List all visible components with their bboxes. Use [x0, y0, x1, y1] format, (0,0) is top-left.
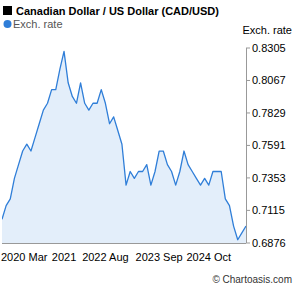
y-tick-label: 0.6876	[252, 237, 286, 249]
legend-label: Exch. rate	[13, 18, 63, 30]
x-tick-label: 2020 Mar	[1, 251, 48, 263]
y-tick-label: 0.7115	[252, 204, 285, 216]
x-tick-label: 2024 Oct	[186, 251, 231, 263]
y-axis-label: Exch. rate	[242, 24, 292, 36]
y-tick	[246, 48, 250, 49]
x-axis	[2, 243, 246, 244]
y-tick	[246, 210, 250, 211]
x-tick-label: 2023 Sep	[136, 251, 183, 263]
area	[2, 51, 246, 243]
y-tick-label: 0.7591	[252, 139, 286, 151]
line	[2, 51, 246, 239]
chart: Canadian Dollar / US Dollar (CAD/USD)Exc…	[0, 0, 295, 288]
y-tick-label: 0.7829	[252, 107, 286, 119]
y-tick	[246, 112, 250, 113]
legend-marker	[4, 20, 12, 28]
y-tick	[246, 80, 250, 81]
y-tick	[246, 145, 250, 146]
x-tick-label: 2021	[52, 251, 76, 263]
title-icon	[3, 6, 12, 15]
legend: Canadian Dollar / US Dollar (CAD/USD)Exc…	[3, 5, 219, 30]
x-tick-label: 2022 Aug	[82, 251, 129, 263]
y-tick-label: 0.8305	[252, 42, 286, 54]
y-tick-label: 0.8067	[252, 74, 286, 86]
y-tick-label: 0.7353	[252, 172, 286, 184]
source: © Chartoasis.com	[212, 274, 292, 285]
plot	[2, 51, 246, 243]
title: Canadian Dollar / US Dollar (CAD/USD)	[16, 5, 219, 17]
y-tick	[246, 243, 250, 244]
y-tick	[246, 177, 250, 178]
